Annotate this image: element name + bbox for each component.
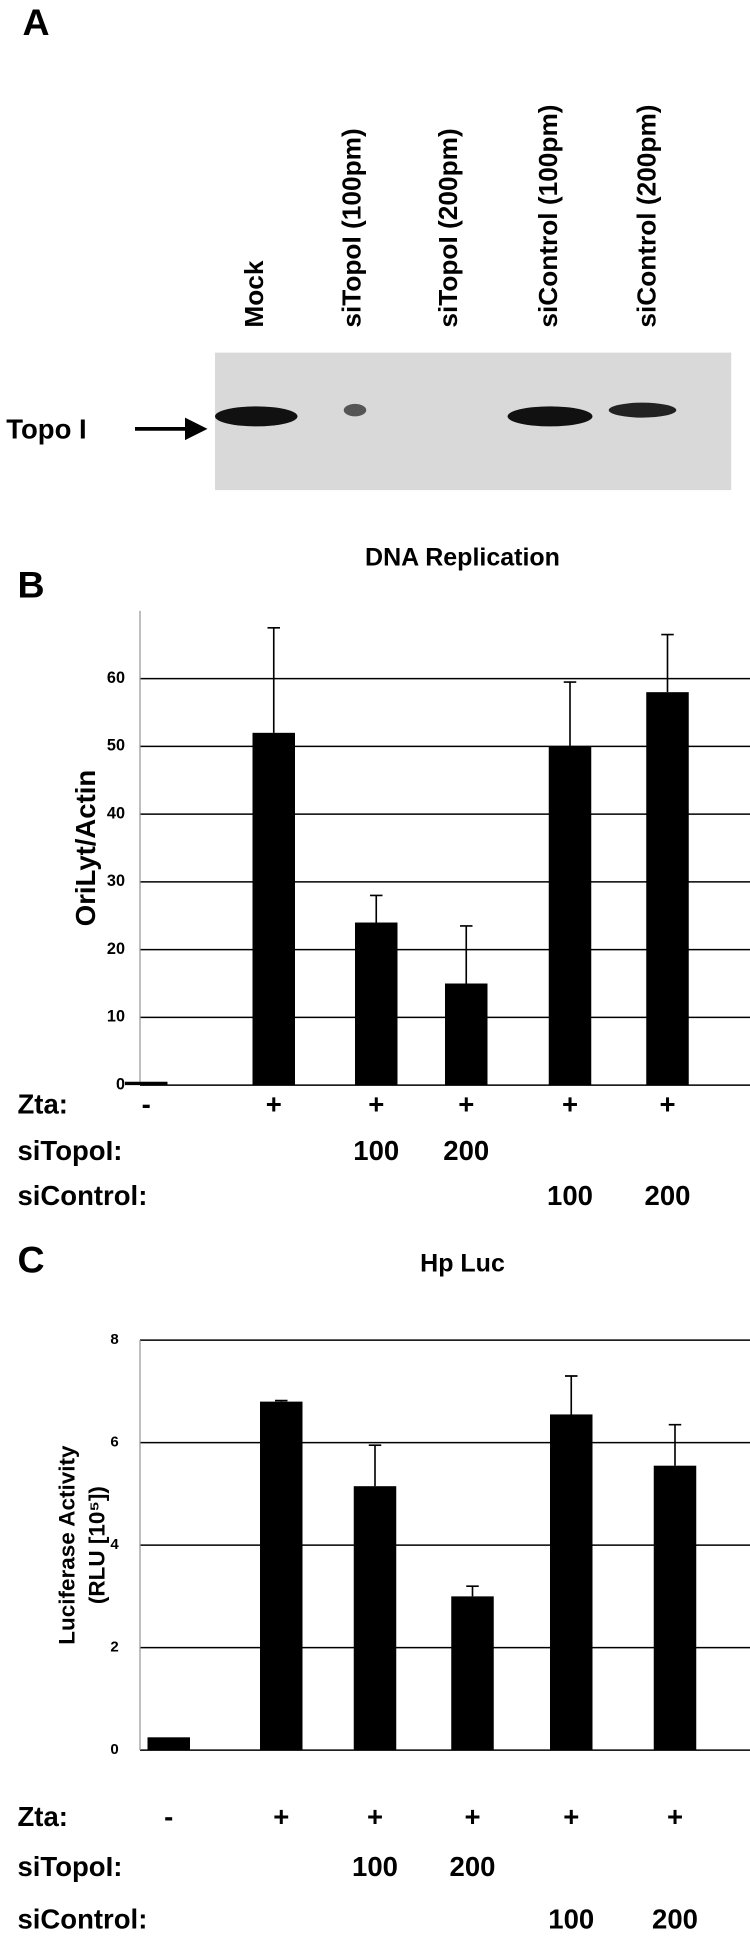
- panel-label: C: [18, 1239, 45, 1281]
- condition-label: Zta:: [18, 1089, 68, 1120]
- lane-label: Mock: [239, 260, 269, 328]
- bar: [646, 692, 689, 1086]
- y-tick-label: 10: [107, 1008, 125, 1026]
- condition-value: 200: [652, 1904, 698, 1935]
- panel-label: A: [23, 1, 50, 43]
- error-bar: [565, 1375, 578, 1415]
- condition-label: siTopoI:: [18, 1851, 123, 1882]
- y-tick-label: 20: [107, 940, 125, 958]
- error-bar: [275, 1399, 288, 1402]
- error-bar: [661, 633, 674, 693]
- band-label: Topo I: [6, 414, 86, 445]
- condition-value: +: [458, 1089, 474, 1120]
- bar: [353, 1486, 397, 1751]
- error-bar: [466, 1585, 479, 1597]
- error-bar: [368, 1444, 382, 1487]
- bar: [260, 1401, 303, 1751]
- y-tick-label: 0: [110, 1741, 118, 1758]
- y-tick-label: 50: [107, 737, 125, 755]
- condition-value: 200: [443, 1135, 489, 1166]
- bar: [355, 922, 398, 1086]
- y-tick-label: 0: [116, 1075, 125, 1093]
- bar: [653, 1465, 697, 1751]
- condition-value: +: [659, 1089, 675, 1120]
- condition-value: 100: [352, 1851, 398, 1882]
- y-axis-label: Luciferase Activity: [55, 1445, 80, 1645]
- condition-value: +: [563, 1801, 579, 1832]
- band: [343, 403, 367, 417]
- bar: [548, 746, 592, 1086]
- condition-value: 100: [353, 1135, 399, 1166]
- error-bar: [563, 681, 577, 747]
- y-tick-label: 2: [110, 1639, 118, 1656]
- lane-label: siControl (200pm): [632, 104, 662, 327]
- error-bar: [460, 925, 473, 984]
- condition-value: +: [367, 1801, 383, 1832]
- condition-value: 100: [547, 1180, 593, 1211]
- condition-value: +: [266, 1089, 282, 1120]
- bar: [550, 1414, 593, 1751]
- panel-label: B: [18, 564, 45, 606]
- bar: [451, 1596, 494, 1751]
- condition-value: 200: [645, 1180, 691, 1211]
- error-bar: [267, 627, 280, 733]
- condition-label: siTopoI:: [18, 1135, 123, 1166]
- chart-title: DNA Replication: [365, 543, 560, 571]
- lane-label: siTopoI (200pm): [433, 128, 463, 327]
- chart-title: Hp Luc: [420, 1250, 505, 1278]
- bar: [125, 1081, 168, 1086]
- blot: [215, 352, 732, 491]
- lane-label: siControl (100pm): [533, 104, 563, 327]
- band: [608, 402, 677, 418]
- arrow-head: [185, 417, 208, 441]
- y-axis-label: OriLyt/Actin: [70, 770, 101, 926]
- condition-value: +: [464, 1801, 480, 1832]
- condition-value: +: [667, 1801, 683, 1832]
- y-tick-label: 30: [107, 872, 125, 890]
- condition-value: +: [273, 1801, 289, 1832]
- error-bar: [668, 1423, 682, 1466]
- condition-value: 200: [450, 1851, 496, 1882]
- condition-value: +: [368, 1089, 384, 1120]
- condition-value: 100: [548, 1904, 594, 1935]
- y-tick-label: 4: [110, 1536, 119, 1553]
- y-tick-label: 8: [110, 1331, 118, 1348]
- condition-label: Zta:: [18, 1801, 68, 1832]
- condition-label: siControl:: [18, 1904, 148, 1935]
- condition-label: siControl:: [18, 1180, 148, 1211]
- y-tick-label: 40: [107, 804, 125, 822]
- y-tick-label: 60: [107, 669, 125, 687]
- condition-value: -: [142, 1089, 151, 1120]
- band: [215, 406, 298, 427]
- y-axis-label: (RLU [10⁵]): [85, 1486, 110, 1604]
- y-tick-label: 6: [110, 1434, 118, 1451]
- bar: [445, 983, 488, 1086]
- condition-value: +: [562, 1089, 578, 1120]
- band: [507, 406, 593, 427]
- bar: [252, 732, 295, 1086]
- condition-value: -: [164, 1801, 173, 1832]
- bar: [147, 1737, 190, 1751]
- error-bar: [370, 894, 383, 923]
- lane-label: siTopoI (100pm): [337, 128, 367, 327]
